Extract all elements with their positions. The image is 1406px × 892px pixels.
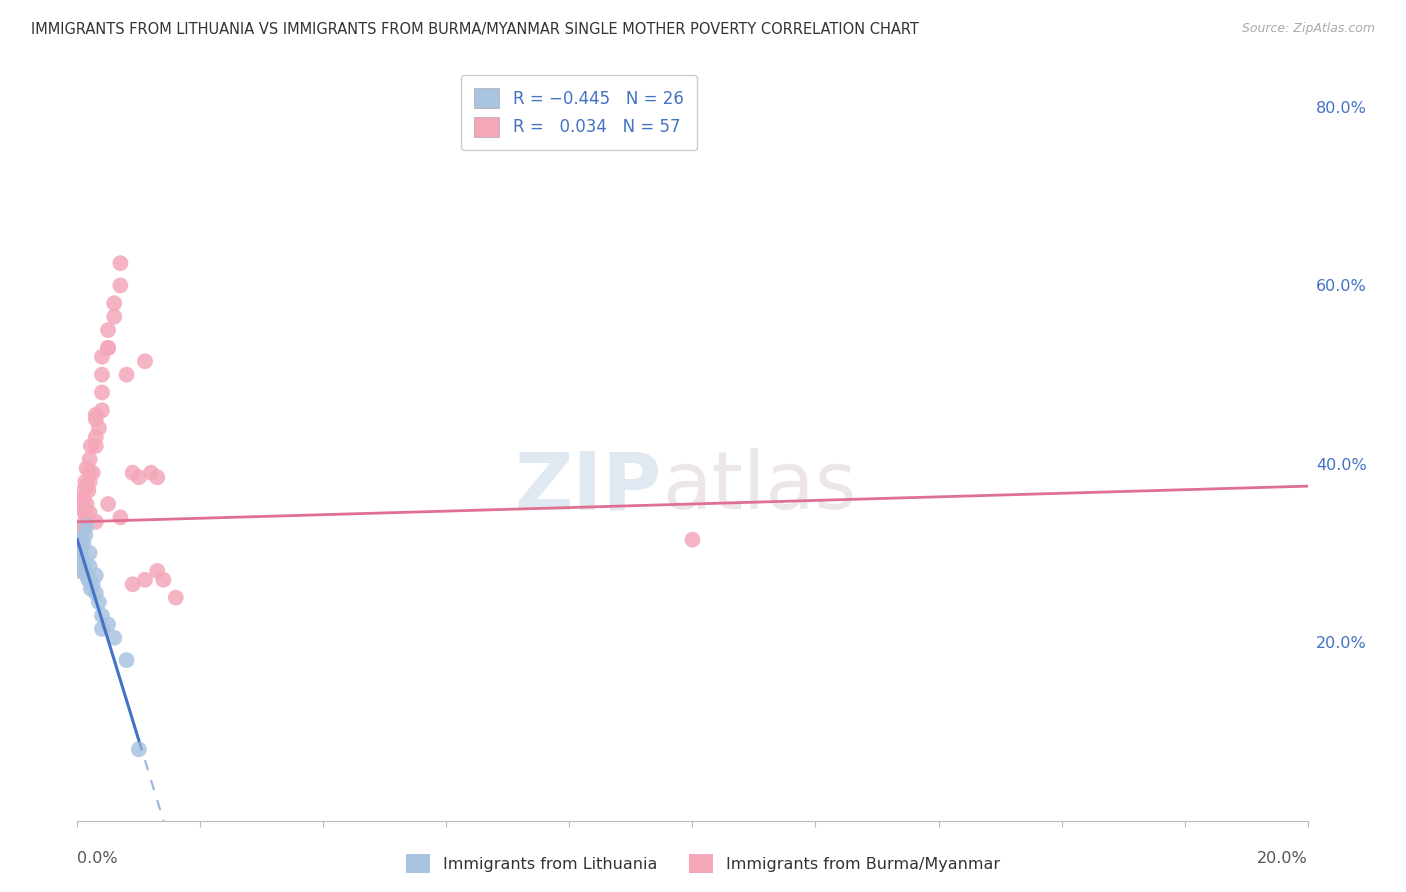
Point bbox=[82, 577, 104, 591]
Point bbox=[70, 501, 93, 516]
Point bbox=[79, 452, 101, 467]
Point bbox=[75, 528, 97, 542]
Point bbox=[121, 466, 143, 480]
Point bbox=[76, 461, 98, 475]
Point bbox=[82, 466, 104, 480]
Point bbox=[90, 350, 114, 364]
Point bbox=[110, 510, 132, 524]
Point bbox=[97, 497, 120, 511]
Point bbox=[103, 296, 125, 310]
Point bbox=[79, 466, 101, 480]
Text: atlas: atlas bbox=[662, 448, 856, 526]
Point bbox=[79, 559, 101, 574]
Point bbox=[87, 421, 110, 435]
Point bbox=[128, 742, 150, 756]
Point bbox=[73, 506, 96, 520]
Point bbox=[77, 483, 100, 498]
Point bbox=[90, 622, 114, 636]
Point bbox=[90, 368, 114, 382]
Point bbox=[84, 586, 107, 600]
Point bbox=[84, 408, 107, 422]
Point bbox=[84, 568, 107, 582]
Point bbox=[84, 430, 107, 444]
Point bbox=[72, 492, 94, 507]
Point bbox=[70, 537, 93, 551]
Legend: R = −0.445   N = 26, R =   0.034   N = 57: R = −0.445 N = 26, R = 0.034 N = 57 bbox=[461, 75, 697, 150]
Point bbox=[75, 475, 97, 489]
Point bbox=[97, 617, 120, 632]
Point bbox=[69, 550, 91, 565]
Point bbox=[70, 492, 93, 507]
Text: 20.0%: 20.0% bbox=[1257, 851, 1308, 866]
Point bbox=[69, 528, 91, 542]
Point bbox=[141, 466, 163, 480]
Point bbox=[76, 519, 98, 533]
Point bbox=[134, 354, 156, 368]
Text: IMMIGRANTS FROM LITHUANIA VS IMMIGRANTS FROM BURMA/MYANMAR SINGLE MOTHER POVERTY: IMMIGRANTS FROM LITHUANIA VS IMMIGRANTS … bbox=[31, 22, 918, 37]
Point bbox=[72, 564, 94, 578]
Point bbox=[146, 470, 169, 484]
Point bbox=[69, 550, 91, 565]
Text: 0.0%: 0.0% bbox=[77, 851, 118, 866]
Point bbox=[70, 524, 93, 538]
Text: ZIP: ZIP bbox=[515, 448, 662, 526]
Point bbox=[79, 573, 101, 587]
Point bbox=[110, 256, 132, 270]
Point bbox=[67, 533, 90, 547]
Point bbox=[67, 564, 90, 578]
Point bbox=[87, 595, 110, 609]
Point bbox=[90, 385, 114, 400]
Point bbox=[90, 403, 114, 417]
Point bbox=[76, 497, 98, 511]
Point bbox=[77, 573, 100, 587]
Point bbox=[79, 475, 101, 489]
Point bbox=[84, 515, 107, 529]
Point bbox=[103, 631, 125, 645]
Point bbox=[121, 577, 143, 591]
Point bbox=[73, 515, 96, 529]
Point bbox=[76, 568, 98, 582]
Point bbox=[128, 470, 150, 484]
Point bbox=[152, 573, 174, 587]
Point bbox=[110, 278, 132, 293]
Point bbox=[79, 506, 101, 520]
Point bbox=[79, 546, 101, 560]
Point bbox=[97, 341, 120, 355]
Point bbox=[146, 564, 169, 578]
Point bbox=[90, 608, 114, 623]
Point bbox=[682, 533, 704, 547]
Point bbox=[84, 412, 107, 426]
Point bbox=[67, 533, 90, 547]
Point bbox=[76, 479, 98, 493]
Point bbox=[80, 582, 103, 596]
Point bbox=[67, 541, 90, 556]
Point bbox=[115, 653, 138, 667]
Point bbox=[70, 559, 93, 574]
Point bbox=[80, 439, 103, 453]
Point bbox=[72, 483, 94, 498]
Point bbox=[70, 550, 93, 565]
Point bbox=[97, 323, 120, 337]
Point bbox=[134, 573, 156, 587]
Point bbox=[165, 591, 187, 605]
Point bbox=[72, 537, 94, 551]
Point bbox=[84, 439, 107, 453]
Text: Source: ZipAtlas.com: Source: ZipAtlas.com bbox=[1241, 22, 1375, 36]
Point bbox=[103, 310, 125, 324]
Legend: Immigrants from Lithuania, Immigrants from Burma/Myanmar: Immigrants from Lithuania, Immigrants fr… bbox=[399, 847, 1007, 880]
Point bbox=[72, 519, 94, 533]
Point bbox=[69, 541, 91, 556]
Point bbox=[73, 559, 96, 574]
Point bbox=[97, 341, 120, 355]
Point bbox=[115, 368, 138, 382]
